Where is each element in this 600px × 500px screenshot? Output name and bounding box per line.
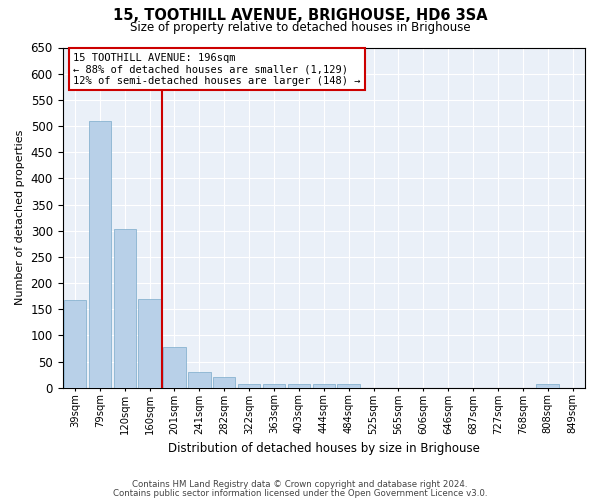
- Text: 15 TOOTHILL AVENUE: 196sqm
← 88% of detached houses are smaller (1,129)
12% of s: 15 TOOTHILL AVENUE: 196sqm ← 88% of deta…: [73, 52, 361, 86]
- Y-axis label: Number of detached properties: Number of detached properties: [15, 130, 25, 306]
- Text: Contains public sector information licensed under the Open Government Licence v3: Contains public sector information licen…: [113, 489, 487, 498]
- Text: Contains HM Land Registry data © Crown copyright and database right 2024.: Contains HM Land Registry data © Crown c…: [132, 480, 468, 489]
- Bar: [313, 384, 335, 388]
- Bar: [163, 347, 185, 388]
- Bar: [213, 378, 235, 388]
- X-axis label: Distribution of detached houses by size in Brighouse: Distribution of detached houses by size …: [168, 442, 480, 455]
- Bar: [287, 384, 310, 388]
- Text: Size of property relative to detached houses in Brighouse: Size of property relative to detached ho…: [130, 21, 470, 34]
- Bar: [536, 384, 559, 388]
- Bar: [337, 384, 360, 388]
- Bar: [263, 384, 285, 388]
- Bar: [113, 229, 136, 388]
- Text: 15, TOOTHILL AVENUE, BRIGHOUSE, HD6 3SA: 15, TOOTHILL AVENUE, BRIGHOUSE, HD6 3SA: [113, 8, 487, 22]
- Bar: [188, 372, 211, 388]
- Bar: [89, 121, 111, 388]
- Bar: [64, 300, 86, 388]
- Bar: [238, 384, 260, 388]
- Bar: [139, 299, 161, 388]
